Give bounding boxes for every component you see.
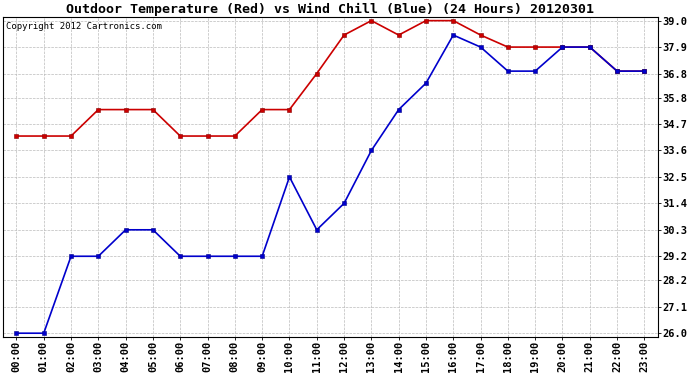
Title: Outdoor Temperature (Red) vs Wind Chill (Blue) (24 Hours) 20120301: Outdoor Temperature (Red) vs Wind Chill … (66, 3, 594, 16)
Text: Copyright 2012 Cartronics.com: Copyright 2012 Cartronics.com (6, 22, 162, 31)
